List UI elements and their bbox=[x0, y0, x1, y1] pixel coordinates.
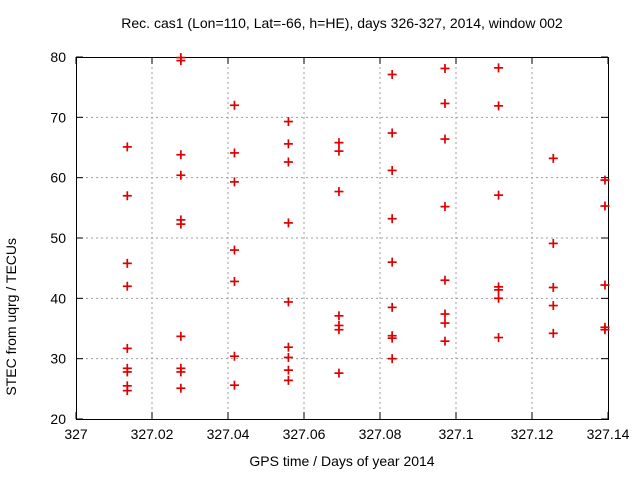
data-point-marker bbox=[283, 297, 293, 307]
data-point-marker bbox=[334, 138, 344, 148]
data-point-marker bbox=[387, 302, 397, 312]
data-point-marker bbox=[122, 191, 132, 201]
data-point-marker bbox=[176, 150, 186, 160]
data-point-marker bbox=[229, 380, 239, 390]
data-point-marker bbox=[387, 128, 397, 138]
data-point-marker bbox=[122, 281, 132, 291]
data-point-marker bbox=[176, 219, 186, 229]
data-point-marker bbox=[440, 275, 450, 285]
data-point-marker bbox=[283, 365, 293, 375]
data-point-marker bbox=[334, 368, 344, 378]
data-point-marker bbox=[440, 63, 450, 73]
data-point-marker bbox=[334, 311, 344, 321]
data-point-marker bbox=[494, 285, 504, 295]
data-point-marker bbox=[548, 282, 558, 292]
data-point-marker bbox=[283, 218, 293, 228]
data-point-marker bbox=[440, 309, 450, 319]
x-axis-label: GPS time / Days of year 2014 bbox=[249, 453, 435, 469]
data-point-marker bbox=[283, 157, 293, 167]
data-point-marker bbox=[494, 190, 504, 200]
data-point-marker bbox=[440, 202, 450, 212]
data-point-marker bbox=[387, 165, 397, 175]
x-tick-label: 327 bbox=[64, 426, 88, 442]
data-point-marker bbox=[176, 331, 186, 341]
data-point-marker bbox=[387, 214, 397, 224]
data-point-marker bbox=[122, 343, 132, 353]
data-point-marker bbox=[387, 354, 397, 364]
x-tick-label: 327.12 bbox=[511, 426, 554, 442]
data-point-marker bbox=[494, 101, 504, 111]
data-point-marker bbox=[600, 175, 610, 185]
data-point-marker bbox=[548, 328, 558, 338]
y-tick-label: 60 bbox=[50, 170, 66, 186]
data-point-marker bbox=[440, 98, 450, 108]
y-tick-label: 80 bbox=[50, 49, 66, 65]
data-point-marker bbox=[440, 318, 450, 328]
x-tick-label: 327.04 bbox=[207, 426, 250, 442]
data-point-marker bbox=[548, 238, 558, 248]
data-point-marker bbox=[600, 201, 610, 211]
data-point-marker bbox=[122, 258, 132, 268]
y-tick-label: 30 bbox=[50, 351, 66, 367]
data-point-marker bbox=[122, 386, 132, 396]
data-point-marker bbox=[283, 117, 293, 127]
y-tick-label: 40 bbox=[50, 290, 66, 306]
data-point-marker bbox=[548, 153, 558, 163]
x-tick-label: 327.14 bbox=[587, 426, 630, 442]
data-point-marker bbox=[176, 367, 186, 377]
data-point-marker bbox=[283, 342, 293, 352]
data-point-marker bbox=[176, 383, 186, 393]
data-point-marker bbox=[387, 333, 397, 343]
data-point-marker bbox=[334, 146, 344, 156]
data-point-marker bbox=[283, 375, 293, 385]
chart-title: Rec. cas1 (Lon=110, Lat=-66, h=HE), days… bbox=[121, 15, 563, 31]
y-tick-label: 70 bbox=[50, 109, 66, 125]
data-point-marker bbox=[229, 148, 239, 158]
data-point-marker bbox=[229, 100, 239, 110]
data-point-marker bbox=[387, 257, 397, 267]
data-point-marker bbox=[283, 352, 293, 362]
data-point-marker bbox=[600, 280, 610, 290]
data-point-marker bbox=[440, 134, 450, 144]
data-point-marker bbox=[122, 367, 132, 377]
data-point-marker bbox=[494, 333, 504, 343]
data-point-marker bbox=[229, 276, 239, 286]
data-point-marker bbox=[600, 325, 610, 335]
data-point-marker bbox=[176, 170, 186, 180]
data-point-marker bbox=[494, 63, 504, 73]
data-point-marker bbox=[122, 142, 132, 152]
x-tick-label: 327.02 bbox=[131, 426, 174, 442]
x-tick-label: 327.1 bbox=[438, 426, 473, 442]
data-point-marker bbox=[548, 301, 558, 311]
x-tick-label: 327.08 bbox=[359, 426, 402, 442]
data-point-marker bbox=[387, 69, 397, 79]
data-point-marker bbox=[494, 293, 504, 303]
data-point-marker bbox=[229, 177, 239, 187]
data-point-marker bbox=[229, 245, 239, 255]
data-point-marker bbox=[176, 56, 186, 66]
data-point-marker bbox=[334, 187, 344, 197]
data-point-marker bbox=[334, 325, 344, 335]
data-point-marker bbox=[440, 336, 450, 346]
x-tick-label: 327.06 bbox=[283, 426, 326, 442]
data-point-marker bbox=[229, 351, 239, 361]
data-point-marker bbox=[283, 139, 293, 149]
y-tick-label: 50 bbox=[50, 230, 66, 246]
y-tick-label: 20 bbox=[50, 411, 66, 427]
